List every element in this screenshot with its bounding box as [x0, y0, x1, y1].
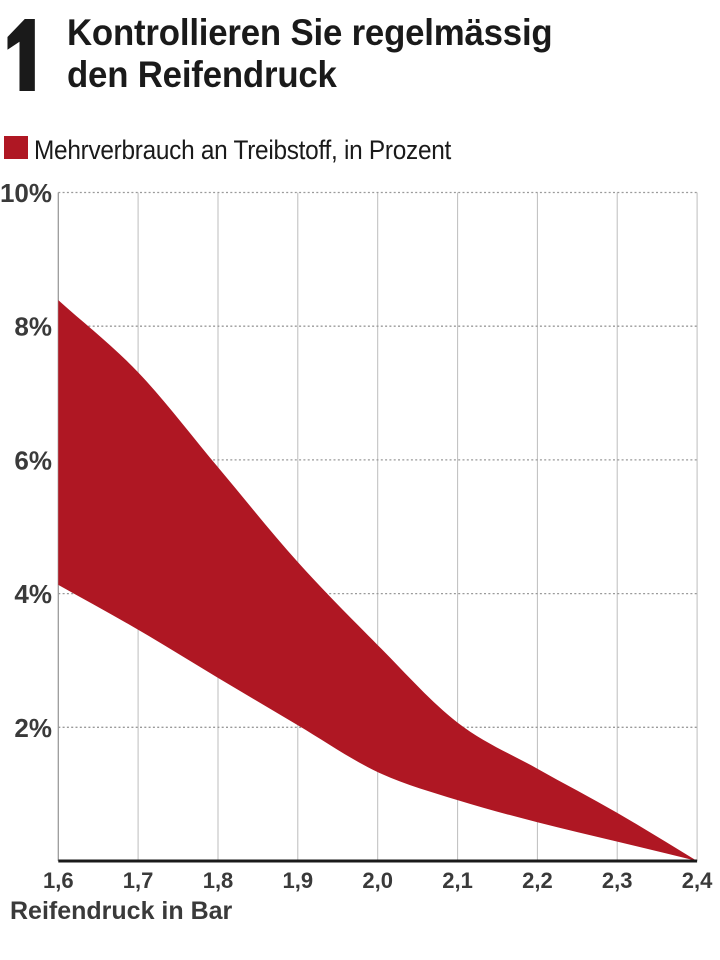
svg-text:2%: 2% [14, 713, 52, 743]
svg-text:1,8: 1,8 [203, 868, 234, 893]
svg-text:Reifendruck in Bar: Reifendruck in Bar [10, 897, 233, 925]
svg-text:2,1: 2,1 [442, 868, 473, 893]
svg-text:1,7: 1,7 [123, 868, 154, 893]
svg-text:2,3: 2,3 [602, 868, 633, 893]
svg-text:1,9: 1,9 [283, 868, 314, 893]
svg-text:8%: 8% [14, 312, 52, 342]
svg-text:6%: 6% [14, 445, 52, 475]
svg-text:4%: 4% [14, 579, 52, 609]
svg-text:2,4: 2,4 [682, 868, 713, 893]
svg-text:1,6: 1,6 [43, 868, 74, 893]
svg-text:2,0: 2,0 [362, 868, 393, 893]
svg-text:2,2: 2,2 [522, 868, 553, 893]
svg-text:10%: 10% [0, 178, 52, 208]
